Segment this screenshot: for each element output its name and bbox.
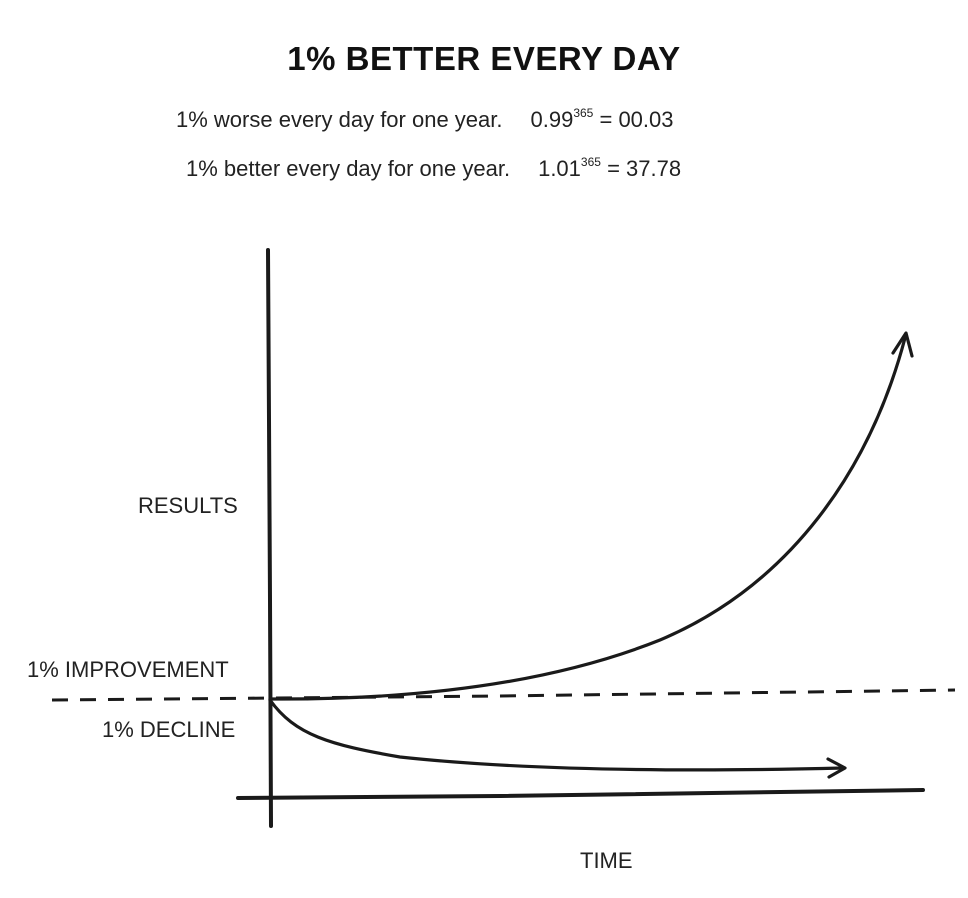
improvement-arrowhead xyxy=(891,331,914,358)
improvement-label: 1% IMPROVEMENT xyxy=(27,657,229,682)
worse-formula-result: = 00.03 xyxy=(599,107,674,132)
baseline-dashed-line xyxy=(51,688,956,702)
y-axis-label: RESULTS xyxy=(138,493,238,518)
x-axis-line xyxy=(236,788,925,800)
y-axis-line xyxy=(266,248,273,828)
better-formula-exponent: 365 xyxy=(580,155,601,169)
worse-formula: 1% worse every day for one year. 0.99365 … xyxy=(176,106,674,133)
decline-label: 1% DECLINE xyxy=(102,717,236,742)
better-formula: 1% better every day for one year. 1.01365… xyxy=(186,155,681,182)
decline-arrowhead xyxy=(826,757,847,779)
diagram-title: 1% BETTER EVERY DAY xyxy=(287,40,681,77)
decline-curve xyxy=(268,698,845,772)
x-axis-label: TIME xyxy=(580,848,633,873)
better-formula-result: = 37.78 xyxy=(607,156,682,181)
worse-formula-text: 1% worse every day for one year. xyxy=(176,107,503,132)
worse-formula-base: 0.99 xyxy=(530,107,574,132)
better-formula-base: 1.01 xyxy=(538,156,581,181)
improvement-curve xyxy=(268,336,907,701)
better-formula-text: 1% better every day for one year. xyxy=(186,156,511,181)
worse-formula-exponent: 365 xyxy=(573,106,594,120)
